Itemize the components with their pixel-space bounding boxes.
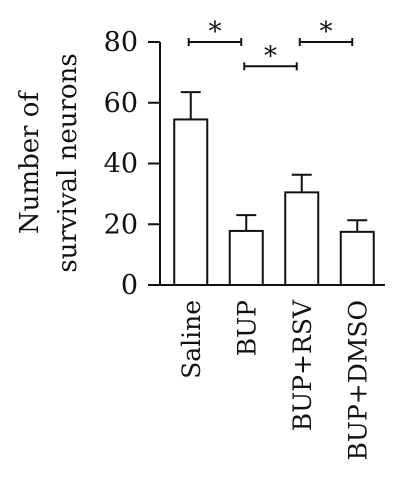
y-axis-title-line: Number of — [15, 90, 45, 235]
significance-star: * — [209, 17, 222, 47]
x-tick-label: BUP — [232, 300, 261, 356]
y-tick-label: 20 — [104, 209, 138, 240]
bar-bup — [228, 229, 264, 286]
y-tick-label: 60 — [104, 88, 138, 119]
y-tick-label: 40 — [104, 149, 138, 180]
y-axis: 0 20 40 60 80 — [104, 27, 161, 301]
x-tick-label: BUP+RSV — [288, 299, 317, 431]
y-axis-title-line: survival neurons — [53, 53, 83, 272]
y-axis-title: Number of survival neurons — [15, 53, 83, 272]
y-tick-label: 0 — [121, 270, 138, 301]
x-tick-label: Saline — [177, 300, 206, 379]
x-tick-label: BUP+DMSO — [343, 300, 372, 460]
significance-brackets: * * * — [187, 17, 354, 71]
bars — [173, 118, 375, 286]
bar-bup-dmso — [339, 230, 375, 286]
bar-bup-rsv — [284, 191, 320, 286]
bar-saline — [173, 118, 209, 286]
significance-star: * — [320, 17, 333, 47]
x-axis: Saline BUP BUP+RSV BUP+DMSO — [160, 284, 385, 460]
significance-star: * — [264, 41, 277, 71]
error-bars — [180, 91, 368, 232]
y-tick-label: 80 — [104, 27, 138, 58]
